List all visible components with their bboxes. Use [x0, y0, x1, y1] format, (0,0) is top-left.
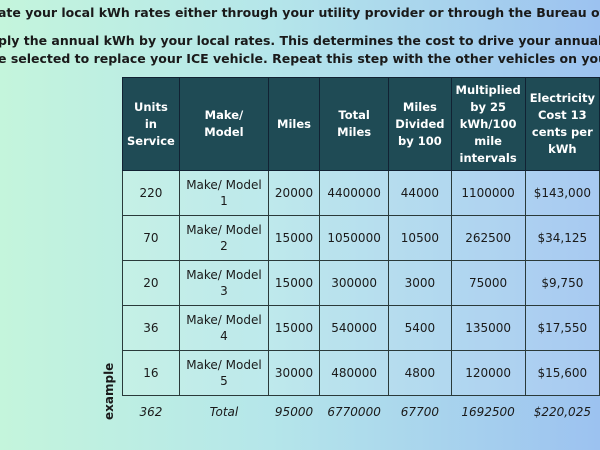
total-row: 362 Total 95000 6770000 67700 1692500 $220,025 [122, 395, 600, 428]
table-cell: 262500 [450, 215, 526, 261]
table-cell: 30000 [268, 350, 320, 396]
table-cell: 44000 [388, 170, 452, 216]
table-cell: Make/ Model 3 [178, 260, 270, 306]
table-cell: Make/ Model 4 [178, 305, 270, 351]
table-cell: 15000 [268, 215, 320, 261]
total-cell: Total [179, 395, 269, 428]
total-cell: 67700 [388, 395, 452, 428]
fleet-table: Units in Service Make/ Model Miles Total Mi… [122, 77, 600, 428]
table-row: 70 Make/ Model 2 15000 1050000 10500 262500 $3… [122, 215, 600, 261]
total-cell: $220,025 [525, 395, 600, 428]
table-cell: $34,125 [524, 215, 600, 261]
header-cell: Miles Divided by 100 [388, 77, 452, 171]
table-cell: 36 [122, 305, 180, 351]
table-cell: $17,550 [524, 305, 600, 351]
total-cell: 362 [122, 395, 180, 428]
total-cell: 6770000 [319, 395, 389, 428]
table-cell: 300000 [318, 260, 390, 306]
table-cell: 120000 [450, 350, 526, 396]
table-cell: $9,750 [524, 260, 600, 306]
header-cell: Electricity Cost 13 cents per kWh [524, 77, 600, 171]
intro-line: ply the annual kWh by your local rates. … [0, 33, 600, 48]
table-cell: 540000 [318, 305, 390, 351]
total-cell: 1692500 [451, 395, 526, 428]
table-cell: 220 [122, 170, 180, 216]
table-cell: 15000 [268, 260, 320, 306]
table-cell: 70 [122, 215, 180, 261]
total-cell: 95000 [268, 395, 320, 428]
table-cell: 75000 [450, 260, 526, 306]
table-cell: Make/ Model 5 [178, 350, 270, 396]
table-cell: 3000 [388, 260, 452, 306]
table-row: 36 Make/ Model 4 15000 540000 5400 135000 $17,… [122, 305, 600, 351]
table-cell: 1100000 [450, 170, 526, 216]
table-cell: 16 [122, 350, 180, 396]
intro-line: ate your local kWh rates either through … [0, 5, 600, 20]
table-row: 20 Make/ Model 3 15000 300000 3000 75000 $9,75… [122, 260, 600, 306]
table-cell: $143,000 [524, 170, 600, 216]
table-row: 220 Make/ Model 1 20000 4400000 44000 1100000… [122, 170, 600, 216]
table-cell: 1050000 [318, 215, 390, 261]
table-cell: Make/ Model 2 [178, 215, 270, 261]
table-row: 16 Make/ Model 5 30000 480000 4800 120000 $15,… [122, 350, 600, 396]
header-cell: Multiplied by 25 kWh/100 mile intervals [450, 77, 526, 171]
table-cell: $15,600 [524, 350, 600, 396]
table-cell: 10500 [388, 215, 452, 261]
table-cell: 135000 [450, 305, 526, 351]
table-cell: 5400 [388, 305, 452, 351]
table-cell: Make/ Model 1 [178, 170, 270, 216]
table-cell: 15000 [268, 305, 320, 351]
intro-line: e selected to replace your ICE vehicle. … [0, 51, 600, 66]
table-cell: 4400000 [318, 170, 390, 216]
table-cell: 4800 [388, 350, 452, 396]
header-cell: Units in Service [122, 77, 180, 171]
table-cell: 480000 [318, 350, 390, 396]
side-label: example [102, 362, 116, 420]
table-cell: 20000 [268, 170, 320, 216]
header-cell: Total Miles [318, 77, 390, 171]
header-row: Units in Service Make/ Model Miles Total Mi… [122, 77, 600, 171]
header-cell: Make/ Model [178, 77, 270, 171]
table-cell: 20 [122, 260, 180, 306]
header-cell: Miles [268, 77, 320, 171]
